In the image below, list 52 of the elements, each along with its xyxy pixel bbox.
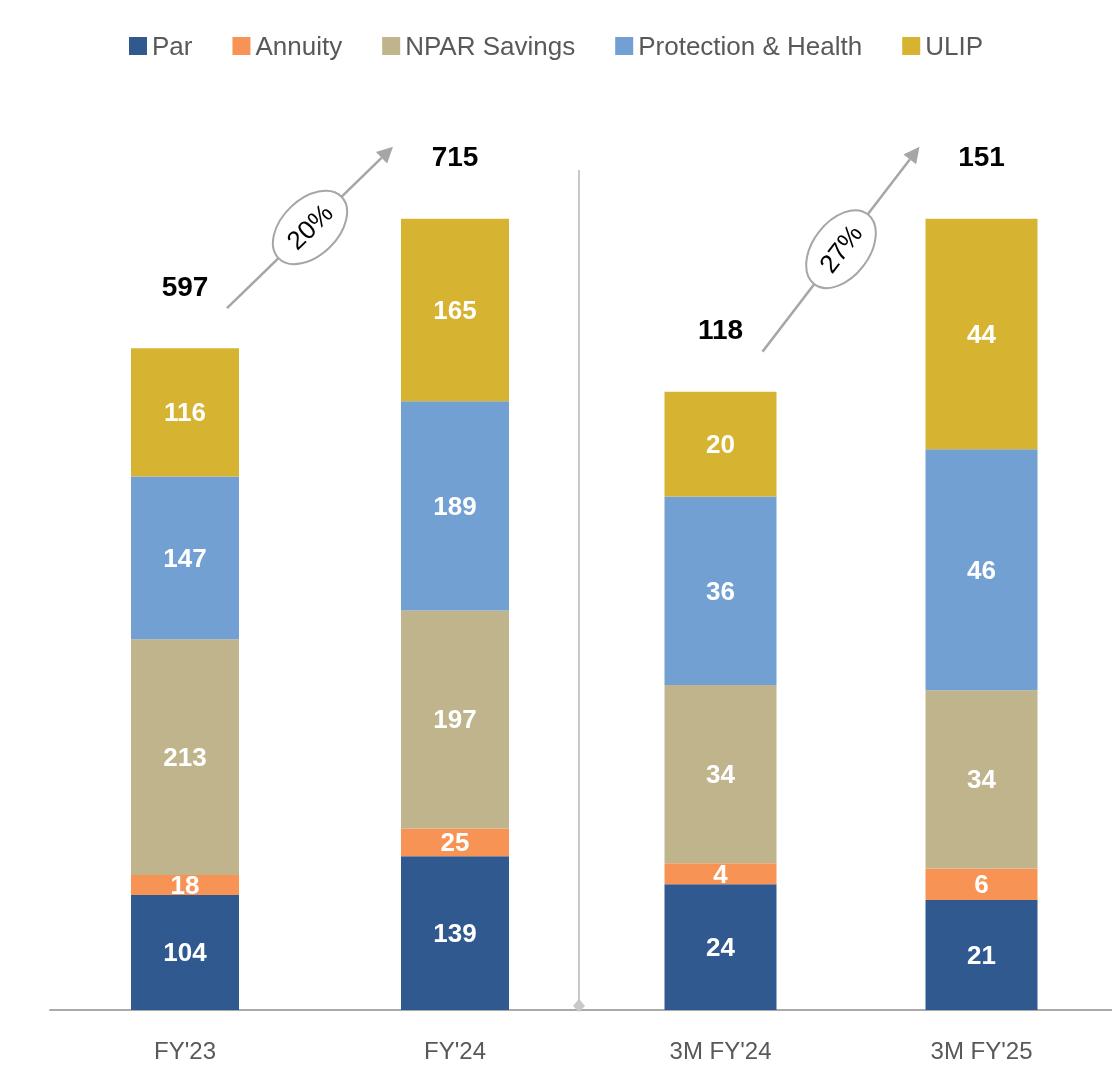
total-label: 597 bbox=[161, 270, 209, 302]
x-tick-label: FY'24 bbox=[424, 1036, 486, 1064]
bar bbox=[131, 639, 239, 875]
data-label: 147 bbox=[163, 542, 207, 573]
bar bbox=[131, 348, 239, 477]
bar bbox=[925, 868, 1038, 900]
data-label: 197 bbox=[433, 704, 477, 735]
data-label: 25 bbox=[440, 827, 470, 858]
bar bbox=[925, 218, 1038, 450]
legend-label: Protection & Health bbox=[638, 31, 863, 61]
total-label: 715 bbox=[431, 141, 479, 173]
legend-label: NPAR Savings bbox=[405, 31, 576, 61]
legend-label: Annuity bbox=[255, 31, 343, 61]
data-label: 20 bbox=[706, 429, 735, 460]
bar bbox=[925, 690, 1038, 869]
data-label: 36 bbox=[706, 575, 735, 606]
total-label: 151 bbox=[958, 141, 1005, 173]
data-label: 46 bbox=[967, 554, 996, 585]
bar bbox=[664, 863, 777, 885]
bar bbox=[664, 685, 777, 864]
bar bbox=[401, 856, 509, 1010]
data-label: 18 bbox=[170, 869, 200, 900]
bar bbox=[925, 449, 1038, 691]
data-label: 6 bbox=[974, 869, 989, 900]
bar bbox=[664, 391, 777, 497]
data-label: 189 bbox=[433, 490, 477, 521]
data-label: 44 bbox=[967, 318, 997, 349]
data-label: 139 bbox=[433, 918, 477, 949]
data-label: 116 bbox=[164, 397, 206, 428]
bar bbox=[664, 884, 777, 1010]
legend-label: ULIP bbox=[925, 31, 984, 61]
x-tick-label: 3M FY'25 bbox=[930, 1036, 1033, 1064]
data-label: 165 bbox=[433, 295, 477, 325]
data-label: 4 bbox=[713, 858, 729, 889]
bar bbox=[131, 476, 239, 640]
x-tick-label: FY'23 bbox=[154, 1036, 216, 1064]
x-tick-label: 3M FY'24 bbox=[669, 1036, 772, 1064]
bar bbox=[131, 894, 239, 1010]
legend-label: Par bbox=[151, 31, 193, 61]
bar bbox=[401, 828, 509, 857]
bar bbox=[664, 496, 777, 686]
data-label: 24 bbox=[706, 932, 736, 963]
bar bbox=[401, 218, 509, 402]
bar bbox=[401, 401, 509, 611]
bar bbox=[401, 610, 509, 829]
data-label: 34 bbox=[706, 759, 736, 790]
bar bbox=[925, 899, 1038, 1010]
total-label: 118 bbox=[697, 314, 744, 346]
data-label: 104 bbox=[163, 937, 208, 968]
data-label: 21 bbox=[967, 939, 996, 970]
data-label: 213 bbox=[163, 742, 207, 773]
data-label: 34 bbox=[967, 764, 997, 795]
